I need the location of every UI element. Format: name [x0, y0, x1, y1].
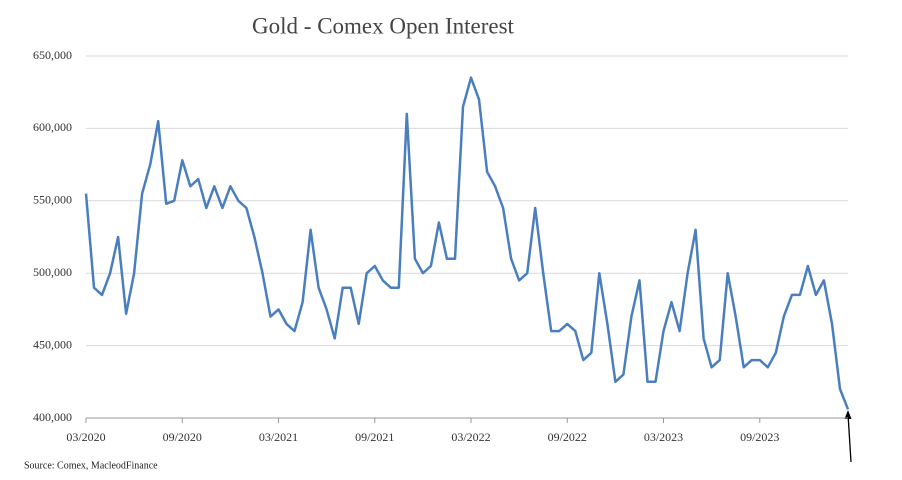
y-tick-label: 450,000 [33, 337, 72, 351]
x-tick-label: 03/2023 [644, 430, 683, 444]
x-tick-label: 03/2020 [66, 430, 105, 444]
chart-title: Gold - Comex Open Interest [252, 13, 514, 38]
y-tick-label: 400,000 [33, 410, 72, 424]
x-tick-label: 03/2021 [259, 430, 298, 444]
arrow [847, 413, 852, 463]
x-tick-label: 09/2021 [355, 430, 394, 444]
x-tick-label: 09/2020 [163, 430, 202, 444]
arrow-head [844, 410, 852, 419]
x-tick-label: 09/2022 [548, 430, 587, 444]
source-note: Source: Comex, MacleodFinance [24, 460, 158, 471]
y-tick-label: 550,000 [33, 193, 72, 207]
y-tick-label: 600,000 [33, 120, 72, 134]
x-tick-label: 09/2023 [740, 430, 779, 444]
data-line [84, 76, 850, 410]
y-tick-label: 500,000 [33, 265, 72, 279]
y-tick-label: 650,000 [33, 48, 72, 62]
x-tick-label: 03/2022 [451, 430, 490, 444]
